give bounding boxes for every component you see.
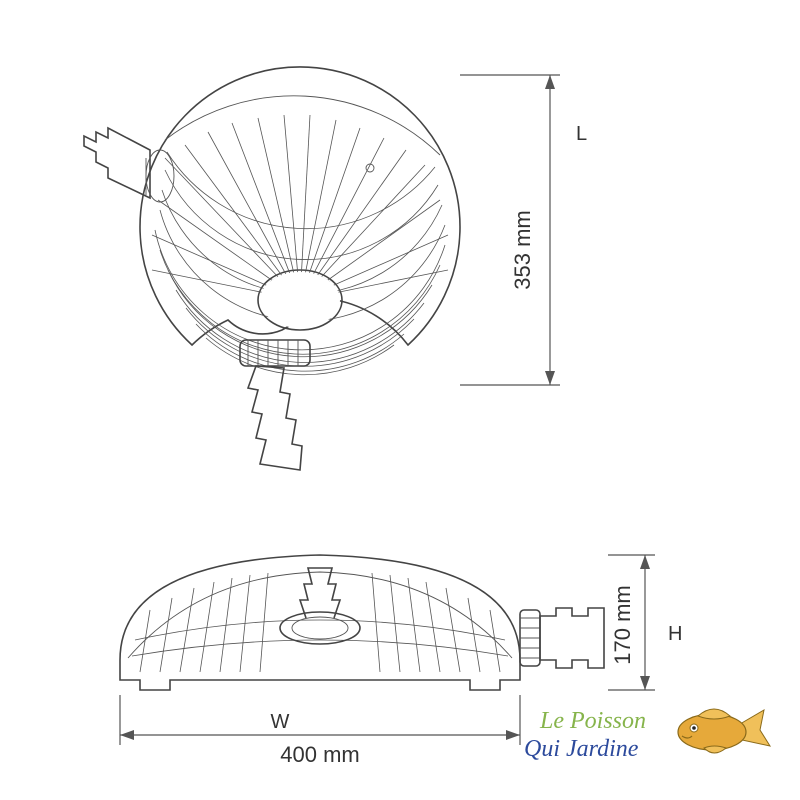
ridge-line (165, 96, 440, 155)
dome-seam (128, 572, 512, 658)
width-axis: W (271, 711, 290, 733)
top-view: 353 mm L (84, 67, 587, 470)
vertical-outlet (300, 568, 340, 618)
logo-line1: Le Poisson (539, 708, 646, 734)
width-value: 400 mm (280, 742, 359, 767)
logo-line2: Qui Jardine (524, 736, 639, 762)
grille (152, 115, 448, 375)
height-axis: H (668, 623, 682, 645)
dimension-height: 170 mm H (608, 555, 682, 690)
side-inlet (84, 128, 174, 202)
technical-drawing: 353 mm L (0, 0, 800, 800)
length-axis: L (576, 123, 587, 145)
dimension-width: W 400 mm (120, 695, 520, 767)
aperture-mask (260, 272, 340, 328)
brand-logo: Le Poisson Qui Jardine (524, 708, 770, 762)
fish-icon (678, 709, 770, 753)
side-grille (132, 573, 508, 672)
dimension-length: 353 mm L (460, 75, 587, 385)
side-outlet-right (520, 608, 604, 668)
height-value: 170 mm (610, 585, 635, 664)
length-value: 353 mm (510, 210, 535, 289)
